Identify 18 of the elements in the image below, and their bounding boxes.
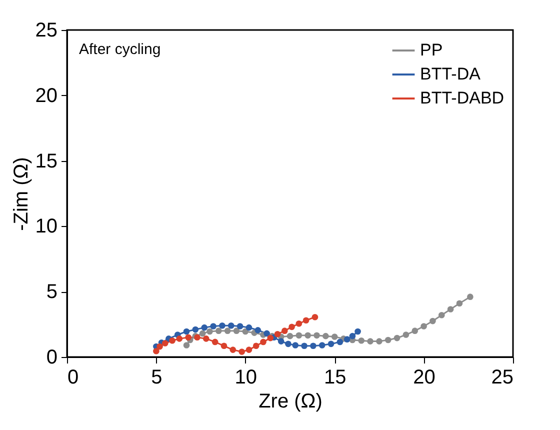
y-tick-label: 25 bbox=[35, 20, 58, 42]
x-tick-label: 20 bbox=[413, 366, 436, 388]
y-tick-label: 5 bbox=[46, 281, 58, 304]
y-axis-title: -Zim (Ω) bbox=[10, 157, 32, 231]
legend-label: BTT-DABD bbox=[420, 88, 504, 108]
legend-label: BTT-DA bbox=[420, 64, 482, 84]
x-tick-label: 10 bbox=[234, 366, 258, 388]
y-tick-label: 10 bbox=[35, 216, 58, 238]
annotation: After cycling bbox=[79, 41, 161, 58]
y-tick-label: 20 bbox=[35, 84, 58, 107]
x-axis-title: Zre (Ω) bbox=[258, 390, 322, 412]
y-tick-label: 0 bbox=[46, 346, 58, 368]
x-tick-label: 5 bbox=[151, 366, 162, 388]
x-tick-label: 15 bbox=[324, 366, 346, 388]
legend-label: PP bbox=[420, 40, 443, 60]
y-tick-label: 15 bbox=[35, 150, 58, 172]
x-tick-label: 25 bbox=[491, 366, 514, 388]
x-tick-label: 0 bbox=[68, 366, 79, 388]
